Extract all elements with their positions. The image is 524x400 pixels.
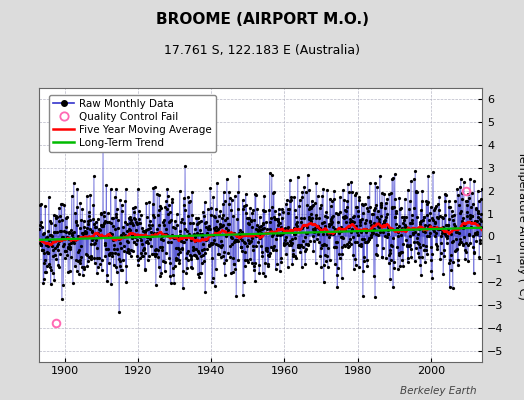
Text: Berkeley Earth: Berkeley Earth xyxy=(400,386,477,396)
Text: 17.761 S, 122.183 E (Australia): 17.761 S, 122.183 E (Australia) xyxy=(164,44,360,57)
Y-axis label: Temperature Anomaly (°C): Temperature Anomaly (°C) xyxy=(517,151,524,299)
Legend: Raw Monthly Data, Quality Control Fail, Five Year Moving Average, Long-Term Tren: Raw Monthly Data, Quality Control Fail, … xyxy=(49,94,216,152)
Text: BROOME (AIRPORT M.O.): BROOME (AIRPORT M.O.) xyxy=(156,12,368,27)
